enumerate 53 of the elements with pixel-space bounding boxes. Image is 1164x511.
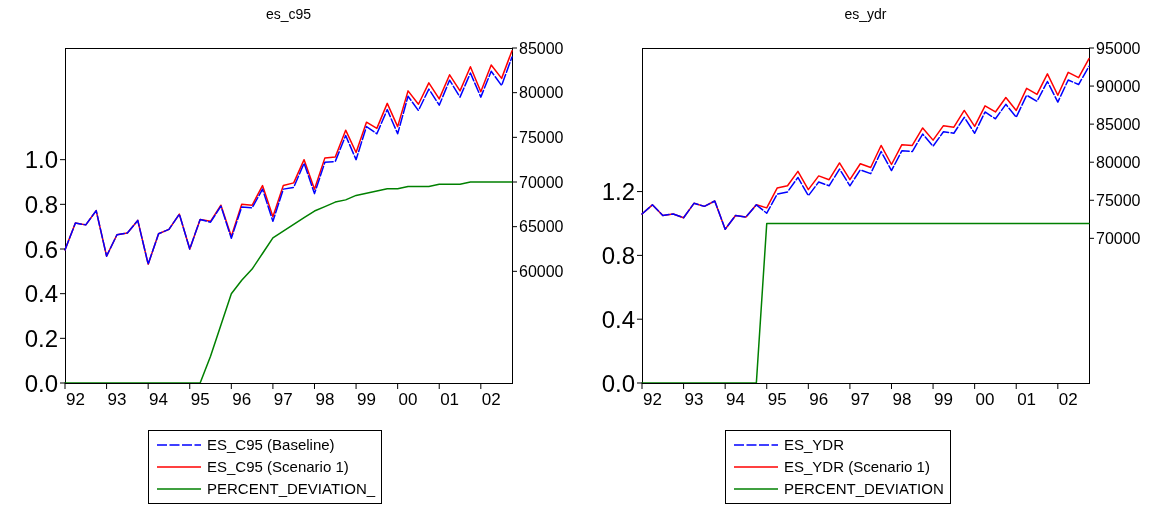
y2-tick-label: 70000 bbox=[519, 173, 564, 191]
y-tick-label: 0.0 bbox=[24, 369, 58, 397]
y2-tick-label: 90000 bbox=[1096, 77, 1141, 95]
legend-label: ES_YDR (Scenario 1) bbox=[784, 457, 930, 477]
x-tick-label: 93 bbox=[107, 390, 127, 409]
legend-label: PERCENT_DEVIATION_ bbox=[207, 479, 376, 499]
x-tick-label: 02 bbox=[481, 390, 501, 409]
x-tick-label: 00 bbox=[975, 390, 995, 409]
legend-label: ES_C95 (Scenario 1) bbox=[207, 457, 349, 477]
y2-tick-label: 85000 bbox=[1096, 115, 1141, 133]
y-tick-label: 0.6 bbox=[24, 235, 58, 263]
x-tick-label: 96 bbox=[232, 390, 252, 409]
chart-title: es_c95 bbox=[264, 6, 313, 22]
x-tick-label: 95 bbox=[190, 390, 210, 409]
x-tick-label: 02 bbox=[1058, 390, 1078, 409]
y2-tick-label: 60000 bbox=[519, 263, 564, 281]
y-tick-label: 0.8 bbox=[24, 190, 58, 218]
x-tick-label: 92 bbox=[65, 390, 85, 409]
x-tick-label: 01 bbox=[1017, 390, 1037, 409]
x-tick-label: 00 bbox=[398, 390, 418, 409]
y-tick-label: 0.2 bbox=[24, 324, 58, 352]
y2-tick-label: 70000 bbox=[1096, 230, 1141, 248]
x-tick-label: 95 bbox=[767, 390, 787, 409]
legend-label: ES_YDR bbox=[784, 435, 845, 455]
y-tick-label: 0.4 bbox=[601, 305, 635, 333]
y2-tick-label: 75000 bbox=[519, 129, 564, 147]
line-series bbox=[64, 181, 513, 383]
x-tick-label: 92 bbox=[642, 390, 662, 409]
legend-label: ES_C95 (Baseline) bbox=[207, 435, 335, 455]
y2-tick-label: 75000 bbox=[1096, 191, 1141, 209]
legend-label: PERCENT_DEVIATION bbox=[784, 479, 944, 499]
y2-tick-label: 65000 bbox=[519, 218, 564, 236]
y2-tick-label: 85000 bbox=[519, 39, 564, 57]
y2-tick-label: 80000 bbox=[519, 84, 564, 102]
x-tick-label: 97 bbox=[850, 390, 870, 409]
y2-tick-label: 80000 bbox=[1096, 153, 1141, 171]
chart-title: es_ydr bbox=[843, 6, 888, 22]
x-tick-label: 99 bbox=[934, 390, 953, 409]
x-tick-label: 94 bbox=[726, 390, 746, 409]
x-tick-label: 94 bbox=[149, 390, 169, 409]
x-tick-label: 97 bbox=[273, 390, 293, 409]
x-tick-label: 96 bbox=[809, 390, 829, 409]
x-tick-label: 99 bbox=[357, 390, 376, 409]
y-tick-label: 0.8 bbox=[601, 241, 635, 269]
y-tick-label: 0.4 bbox=[24, 280, 58, 308]
x-tick-label: 98 bbox=[315, 390, 335, 409]
x-tick-label: 01 bbox=[440, 390, 460, 409]
y-tick-label: 1.2 bbox=[601, 178, 635, 206]
y2-tick-label: 95000 bbox=[1096, 39, 1141, 57]
x-tick-label: 98 bbox=[892, 390, 912, 409]
x-tick-label: 93 bbox=[684, 390, 704, 409]
y-tick-label: 0.0 bbox=[601, 369, 635, 397]
y-tick-label: 1.0 bbox=[24, 146, 58, 174]
